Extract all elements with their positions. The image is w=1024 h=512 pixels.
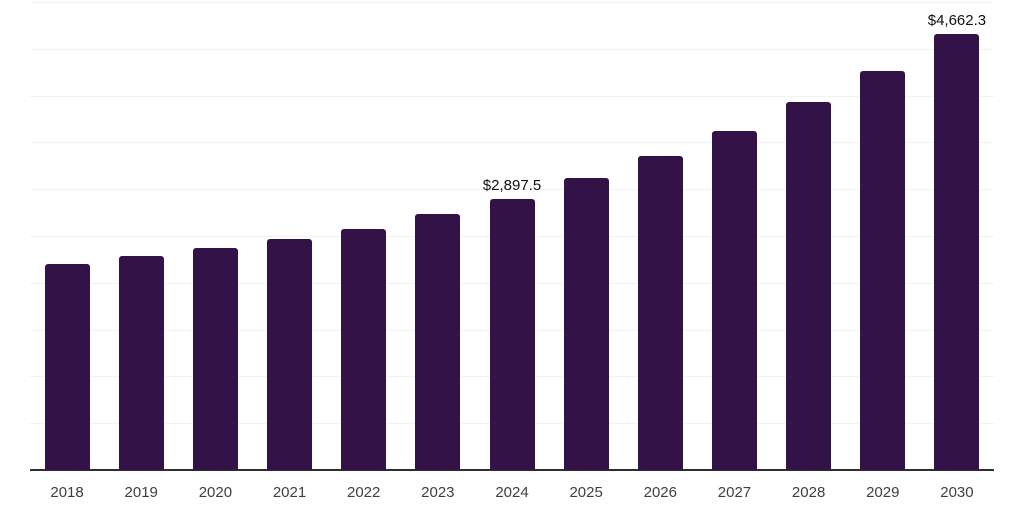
gridline	[30, 2, 994, 3]
bar-2020	[192, 247, 238, 470]
bar-2024	[489, 198, 535, 470]
plot-area: $2,897.5 $4,662.3	[30, 2, 994, 471]
x-tick-2022: 2022	[347, 484, 381, 501]
x-tick-2029: 2029	[866, 484, 900, 501]
bar-2019	[118, 255, 164, 470]
bar-2027	[711, 131, 757, 470]
bar-2026	[637, 156, 683, 470]
bar-2023	[415, 214, 461, 470]
bar-2028	[786, 102, 832, 470]
x-tick-2028: 2028	[791, 484, 826, 501]
gridline	[30, 95, 994, 97]
x-tick-2018: 2018	[50, 484, 84, 501]
bar-2021	[267, 238, 313, 470]
bar-2018	[44, 264, 90, 470]
gridline	[30, 189, 994, 191]
x-tick-2020: 2020	[198, 484, 233, 501]
data-label-2030: $4,662.3	[927, 11, 987, 29]
x-tick-2025: 2025	[569, 484, 603, 501]
x-axis-line	[30, 469, 994, 471]
x-tick-2024: 2024	[495, 484, 529, 501]
data-label-2024: $2,897.5	[482, 176, 542, 194]
bar-2030	[934, 33, 980, 470]
x-tick-2023: 2023	[421, 484, 455, 501]
x-tick-2030: 2030	[940, 484, 974, 501]
bar-2025	[563, 178, 609, 470]
x-tick-2027: 2027	[717, 484, 752, 501]
x-tick-2019: 2019	[124, 484, 158, 501]
x-tick-2021: 2021	[272, 484, 307, 501]
bar-2022	[341, 228, 387, 470]
gridline	[30, 48, 994, 50]
x-tick-2026: 2026	[643, 484, 677, 501]
gridline	[30, 142, 994, 144]
bar-2029	[860, 70, 906, 470]
x-axis-tick-labels: 2018 2019 2020 2021 2022 2023 2024 2025 2026 2027…	[30, 484, 994, 506]
